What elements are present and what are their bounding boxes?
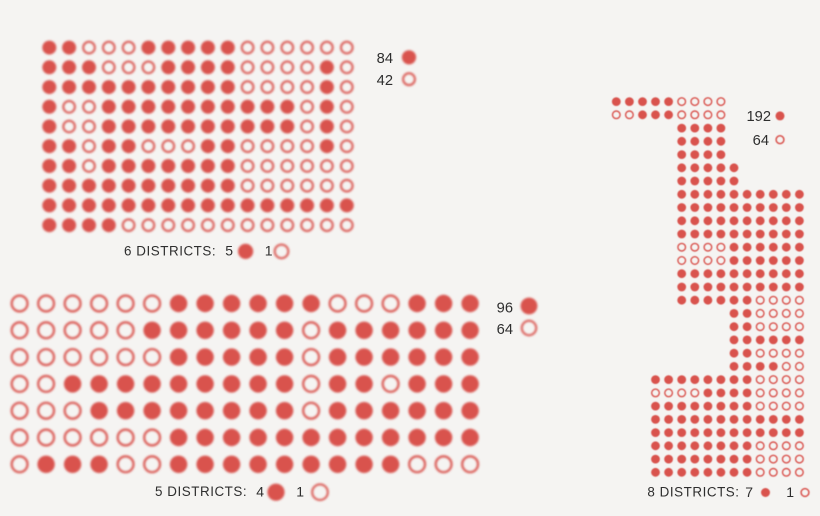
svg-text:192: 192 (746, 109, 771, 125)
svg-text:1: 1 (296, 484, 304, 500)
svg-text:8 DISTRICTS:: 8 DISTRICTS: (647, 485, 739, 500)
svg-text:1: 1 (265, 243, 273, 259)
svg-text:4: 4 (256, 484, 264, 500)
svg-text:6 DISTRICTS:: 6 DISTRICTS: (124, 243, 216, 258)
svg-text:5: 5 (225, 243, 233, 259)
svg-text:42: 42 (377, 73, 393, 89)
svg-text:84: 84 (377, 51, 393, 67)
svg-text:64: 64 (753, 133, 769, 149)
svg-text:1: 1 (786, 484, 794, 500)
svg-text:64: 64 (497, 322, 513, 338)
svg-text:5 DISTRICTS:: 5 DISTRICTS: (155, 484, 247, 499)
svg-text:7: 7 (745, 484, 753, 500)
svg-text:96: 96 (497, 300, 513, 316)
